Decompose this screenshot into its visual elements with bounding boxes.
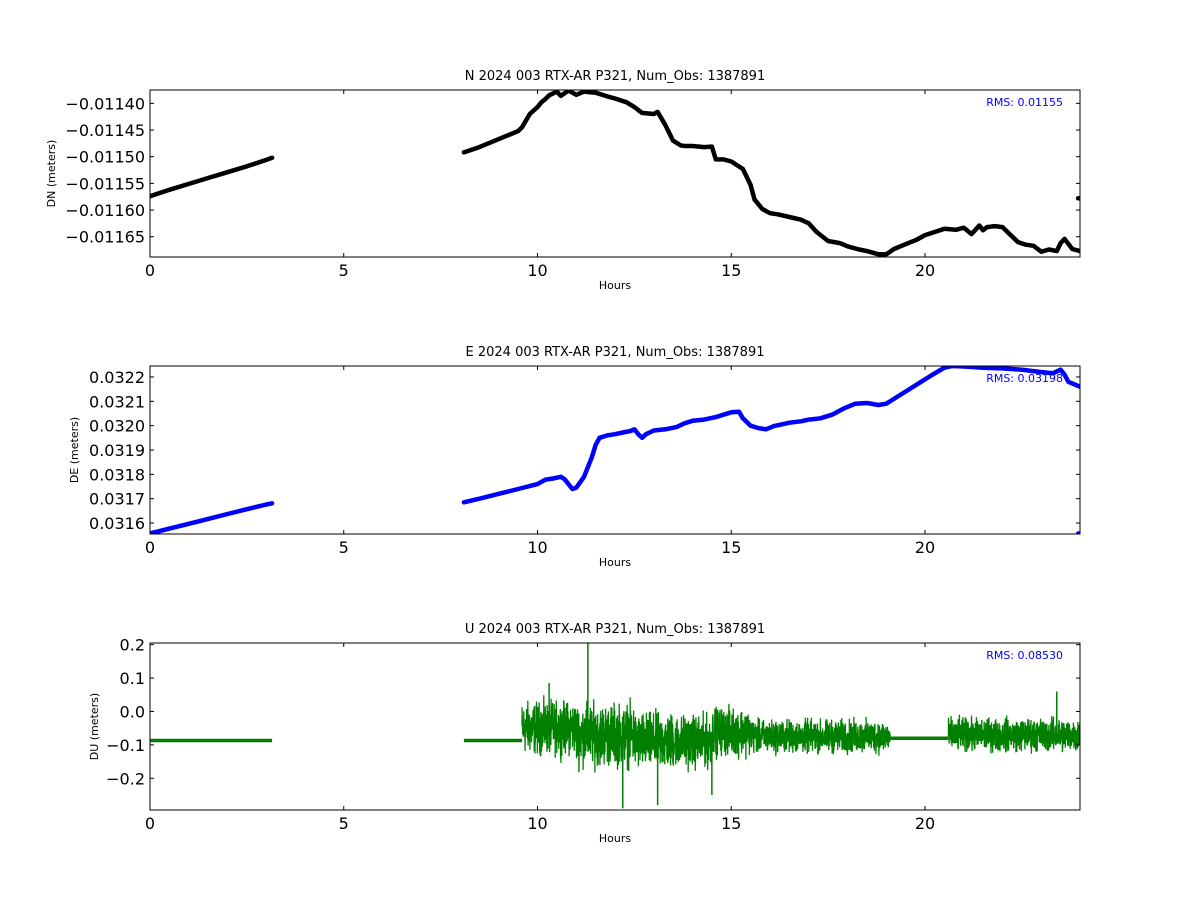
x-tick-label-north-3: 15	[721, 261, 741, 280]
y-tick-label-north-2: −0.01150	[65, 148, 145, 167]
x-tick-label-east-1: 5	[339, 538, 349, 557]
x-axis-label-east: Hours	[599, 556, 631, 569]
x-tick-label-north-0: 0	[145, 261, 155, 280]
axes-frame-up	[149, 642, 1081, 811]
rms-annotation-up: RMS: 0.08530	[986, 649, 1063, 662]
x-tick-label-north-4: 20	[915, 261, 935, 280]
y-tick-label-north-3: −0.01155	[65, 174, 145, 193]
y-tick-label-up-0: 0.2	[120, 636, 145, 655]
series-line-east-1	[461, 366, 1080, 505]
y-tick-label-up-2: 0.0	[120, 702, 145, 721]
plot-area-north	[150, 90, 1080, 257]
panel-east: 0 5 10 15 20 0.0316 0.0317 0.0318 0.0319 0.0320 0.…	[68, 345, 1081, 569]
noisy-segment-up-4	[711, 703, 752, 760]
noisy-segment-up-3	[672, 710, 713, 773]
y-axis-label-north: DN (meters)	[45, 140, 58, 208]
y-tick-label-up-1: 0.1	[120, 669, 145, 688]
chart-title-east: E 2024 003 RTX-AR P321, Num_Obs: 1387891	[466, 345, 765, 360]
x-axis-label-north: Hours	[599, 279, 631, 292]
panel-north: 0 5 10 15 20 −0.01140 −0.01145 −0.01150 −0.01155…	[45, 69, 1081, 292]
rms-annotation-north: RMS: 0.01155	[986, 96, 1063, 109]
series-line-north-1	[461, 90, 1080, 257]
noisy-segment-up-2	[633, 707, 674, 767]
y-tick-label-east-1: 0.0317	[89, 490, 145, 509]
noisy-segment-up-5	[749, 716, 891, 757]
x-tick-label-east-3: 15	[721, 538, 741, 557]
x-tick-label-north-1: 5	[339, 261, 349, 280]
x-tick-label-east-0: 0	[145, 538, 155, 557]
axes-frame-north	[149, 89, 1081, 258]
x-tick-label-up-0: 0	[145, 814, 155, 833]
y-tick-label-east-0: 0.0316	[89, 514, 145, 533]
y-tick-label-up-4: −0.2	[106, 769, 145, 788]
y-axis-label-up: DU (meters)	[88, 693, 101, 760]
y-tick-label-north-5: −0.01165	[65, 228, 145, 247]
y-tick-label-north-4: −0.01160	[65, 201, 145, 220]
rms-annotation-east: RMS: 0.03198	[986, 372, 1063, 385]
series-line-north-0	[150, 155, 275, 199]
x-tick-label-east-2: 10	[527, 538, 547, 557]
axes-frame-east	[149, 365, 1081, 535]
y-tick-label-east-2: 0.0318	[89, 465, 145, 484]
y-tick-label-east-5: 0.0321	[89, 392, 145, 411]
y-tick-label-north-0: −0.01140	[65, 94, 145, 113]
plot-area-up	[150, 643, 1080, 809]
chart-title-north: N 2024 003 RTX-AR P321, Num_Obs: 1387891	[465, 69, 765, 84]
noisy-segment-up-6	[947, 714, 1080, 754]
plot-area-east	[150, 366, 1080, 534]
x-tick-label-east-4: 20	[915, 538, 935, 557]
x-tick-label-north-2: 10	[527, 261, 547, 280]
y-tick-label-north-1: −0.01145	[65, 121, 145, 140]
y-tick-label-up-3: −0.1	[106, 736, 145, 755]
y-axis-label-east: DE (meters)	[68, 417, 81, 483]
chart-title-up: U 2024 003 RTX-AR P321, Num_Obs: 1387891	[465, 622, 765, 637]
x-tick-label-up-1: 5	[339, 814, 349, 833]
y-tick-label-east-3: 0.0319	[89, 441, 145, 460]
x-axis-label-up: Hours	[599, 832, 631, 845]
y-tick-label-east-6: 0.0322	[89, 368, 145, 387]
x-tick-label-up-2: 10	[527, 814, 547, 833]
x-tick-label-up-3: 15	[721, 814, 741, 833]
x-tick-label-up-4: 20	[915, 814, 935, 833]
noisy-segment-up-1	[575, 697, 636, 773]
panel-up: 0 5 10 15 20 0.2 0.1 0.0 −0.1 −0.2 U 2024 003 RTX-…	[88, 622, 1081, 845]
y-tick-label-east-4: 0.0320	[89, 417, 145, 436]
series-line-east-0	[150, 501, 275, 534]
